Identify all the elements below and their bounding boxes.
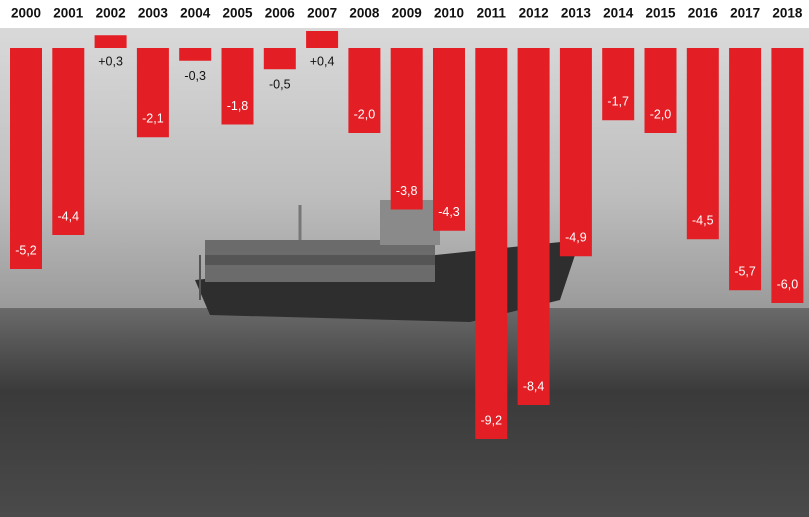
- value-label: -2,0: [650, 107, 672, 121]
- bar: [52, 48, 85, 235]
- x-tick-label: 2016: [688, 6, 719, 21]
- x-tick-label: 2015: [645, 6, 676, 21]
- x-tick-label: 2000: [11, 6, 41, 21]
- header-strip: [0, 0, 809, 28]
- x-tick-label: 2017: [730, 6, 760, 21]
- x-tick-label: 2010: [434, 6, 464, 21]
- value-label: -4,5: [692, 214, 714, 228]
- x-tick-label: 2018: [772, 6, 803, 21]
- value-label: -2,0: [354, 107, 376, 121]
- value-label: -9,2: [481, 413, 503, 427]
- bar: [433, 48, 465, 231]
- bar: [348, 48, 381, 133]
- value-label: -4,4: [58, 209, 80, 223]
- x-tick-label: 2003: [138, 6, 169, 21]
- x-tick-label: 2002: [96, 6, 126, 21]
- value-label: -5,2: [15, 243, 37, 257]
- value-label: -4,3: [438, 205, 460, 219]
- value-label: -0,5: [269, 78, 291, 92]
- value-label: -1,8: [227, 99, 249, 113]
- value-label: -1,7: [607, 95, 629, 109]
- sea: [0, 308, 809, 517]
- value-label: -3,8: [396, 184, 418, 198]
- bar: [475, 48, 508, 439]
- value-label: +0,4: [310, 54, 335, 68]
- x-tick-label: 2007: [307, 6, 337, 21]
- bar: [644, 48, 677, 133]
- value-label: -6,0: [777, 277, 799, 291]
- value-label: -4,9: [565, 231, 587, 245]
- bar: [179, 48, 212, 61]
- bar: [517, 48, 550, 405]
- x-tick-label: 2006: [265, 6, 296, 21]
- x-tick-label: 2013: [561, 6, 592, 21]
- value-label: -5,7: [734, 265, 756, 279]
- bar: [263, 48, 296, 70]
- x-tick-label: 2011: [477, 6, 507, 21]
- x-tick-label: 2012: [519, 6, 549, 21]
- x-tick-label: 2001: [53, 6, 84, 21]
- bar: [686, 48, 719, 240]
- bar: [306, 31, 339, 48]
- x-tick-label: 2005: [222, 6, 253, 21]
- value-label: -2,1: [142, 112, 164, 126]
- bar: [390, 48, 423, 210]
- bar: [221, 48, 254, 125]
- bar: [602, 48, 635, 121]
- x-tick-label: 2004: [180, 6, 211, 21]
- bar: [771, 48, 804, 303]
- x-tick-label: 2014: [603, 6, 634, 21]
- x-tick-label: 2009: [392, 6, 422, 21]
- bar: [136, 48, 169, 138]
- value-label: -8,4: [523, 379, 545, 393]
- bar: [10, 48, 42, 269]
- value-label: -0,3: [184, 69, 206, 83]
- x-tick-label: 2008: [349, 6, 380, 21]
- value-label: +0,3: [98, 54, 123, 68]
- bar: [559, 48, 592, 257]
- bar: [94, 35, 127, 48]
- bar: [729, 48, 762, 291]
